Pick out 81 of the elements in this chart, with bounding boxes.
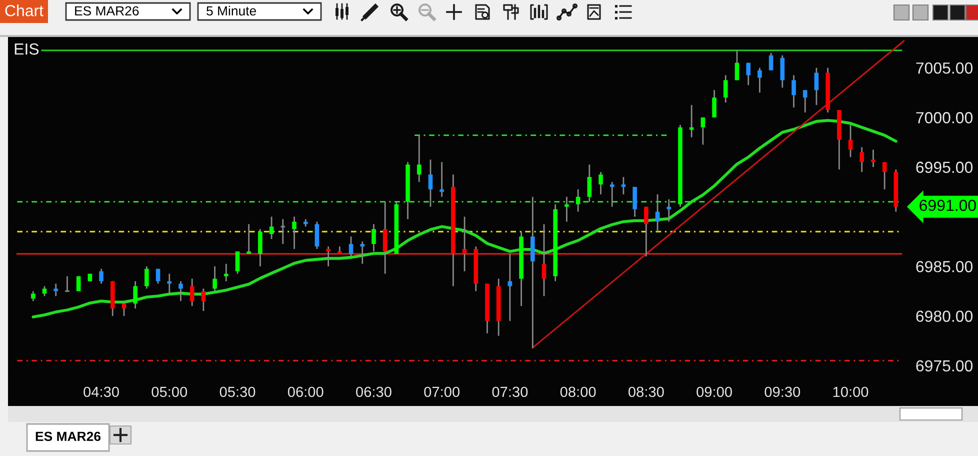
candlestick xyxy=(167,273,172,294)
candlestick xyxy=(440,161,444,198)
candlestick xyxy=(314,220,320,250)
candlestick xyxy=(382,201,388,274)
y-tick-label: 6995.00 xyxy=(916,162,973,173)
candlestick xyxy=(576,188,580,212)
candlestick xyxy=(644,206,648,258)
candlestick xyxy=(564,196,569,222)
candlestick xyxy=(292,216,296,250)
candlestick xyxy=(508,253,512,322)
candlestick xyxy=(428,158,433,208)
candlestick xyxy=(54,283,58,297)
candlestick xyxy=(348,236,354,258)
candlestick xyxy=(598,171,603,196)
x-tick-label: 08:30 xyxy=(628,386,664,398)
candlestick xyxy=(246,223,251,255)
candlestick xyxy=(258,228,262,268)
candlestick xyxy=(780,54,785,88)
y-tick-label: 7000.00 xyxy=(916,112,973,124)
y-tick-label: 7005.00 xyxy=(916,62,973,74)
candlestick xyxy=(768,52,774,71)
candlestick xyxy=(871,148,876,168)
candlestick xyxy=(99,268,104,284)
x-tick-label: 07:30 xyxy=(492,386,528,398)
text: Chart xyxy=(5,4,44,16)
candlestick xyxy=(632,186,637,218)
candlestick xyxy=(542,223,546,297)
candlestick xyxy=(280,218,286,245)
candlestick xyxy=(31,290,36,302)
candlestick xyxy=(42,285,47,297)
candlestick xyxy=(587,164,592,202)
y-tick-label: 6975.00 xyxy=(916,360,973,372)
candlestick xyxy=(860,146,864,173)
candlestick xyxy=(734,50,740,81)
candlestick xyxy=(723,74,728,104)
candlestick xyxy=(462,216,467,272)
candlestick xyxy=(76,276,81,292)
candlestick xyxy=(802,89,808,114)
candlestick xyxy=(372,223,376,252)
candlestick xyxy=(235,250,240,274)
x-tick-label: 05:30 xyxy=(220,386,256,398)
candlestick xyxy=(190,278,194,307)
candlestick xyxy=(269,216,274,240)
x-tick-label: 04:30 xyxy=(84,386,119,398)
x-tick-label: 06:30 xyxy=(356,386,392,398)
x-tick-label: 09:30 xyxy=(764,386,800,398)
y-tick-label: 6985.00 xyxy=(916,260,973,272)
candlestick xyxy=(746,62,750,86)
x-tick-label: 05:00 xyxy=(152,386,188,398)
ref-line-label: EIS xyxy=(14,43,39,55)
x-tick-label: 08:00 xyxy=(560,386,596,398)
candlestick xyxy=(360,240,365,265)
y-tick-label: 6980.00 xyxy=(916,310,973,322)
candlestick xyxy=(178,280,183,302)
candlestick xyxy=(201,288,206,312)
annotation: 6991.00 xyxy=(920,200,976,212)
candlestick xyxy=(156,268,160,284)
candlestick xyxy=(700,116,706,146)
candlestick xyxy=(689,104,694,138)
candlestick xyxy=(133,280,138,310)
candlestick xyxy=(758,67,762,94)
candlestick xyxy=(621,176,626,196)
candlestick xyxy=(64,276,70,292)
candlestick xyxy=(212,266,217,292)
candlestick xyxy=(792,74,796,108)
candlestick xyxy=(610,181,614,208)
candlestick xyxy=(882,161,887,190)
chart-title: ES MAR26 xyxy=(36,432,101,442)
candlestick xyxy=(416,134,422,183)
x-tick-label: 10:00 xyxy=(833,386,868,398)
candlestick xyxy=(655,194,660,232)
chart-title: ES MAR26 xyxy=(75,6,139,16)
candlestick xyxy=(122,300,126,317)
candlestick xyxy=(814,67,819,106)
chart-subtitle: 5 Minute xyxy=(206,6,256,16)
candlestick xyxy=(326,246,330,268)
x-tick-label: 09:00 xyxy=(696,386,732,398)
candlestick xyxy=(144,266,149,290)
candlestick xyxy=(712,89,716,118)
x-tick-label: 06:00 xyxy=(288,386,324,398)
x-tick-label: 07:00 xyxy=(424,386,460,398)
